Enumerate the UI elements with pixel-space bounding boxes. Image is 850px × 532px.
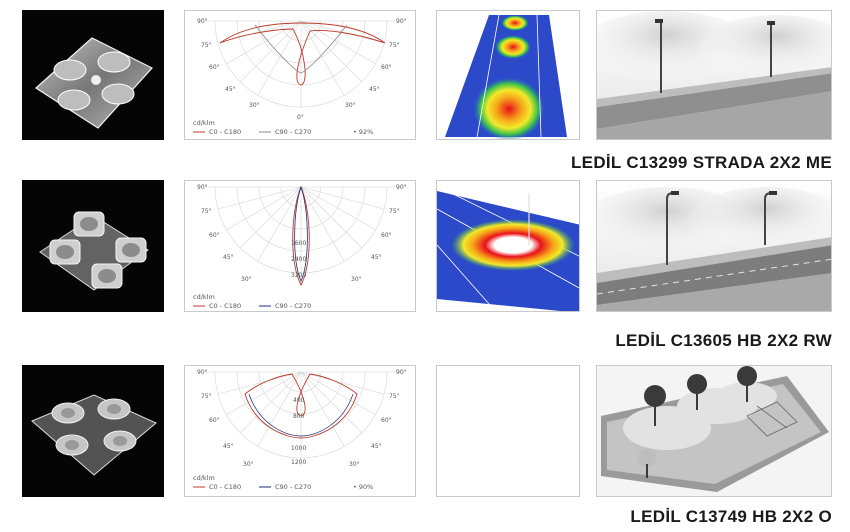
efficiency-label: • 92% <box>353 128 373 136</box>
angle-label: 45° <box>225 86 236 93</box>
lens-photo-hb-o <box>22 365 164 497</box>
light-distribution-strada <box>436 10 580 140</box>
angle-label: 60° <box>209 232 220 239</box>
angle-label: 30° <box>243 461 254 468</box>
legend-c0: C0 - C180 <box>209 128 241 136</box>
angle-label: 45° <box>371 443 382 450</box>
angle-label: 30° <box>351 276 362 283</box>
angle-label: 75° <box>389 208 400 215</box>
angle-label: 60° <box>209 64 220 71</box>
light-distribution-hb-o-empty <box>436 365 580 497</box>
angle-label: 75° <box>201 42 212 49</box>
light-distribution-hb-rw <box>436 180 580 312</box>
unit-label: cd/klm <box>193 474 215 482</box>
unit-label: cd/klm <box>193 293 215 301</box>
street-render-hb-rw <box>596 180 832 312</box>
angle-label: 90° <box>396 18 407 25</box>
angle-label: 30° <box>241 276 252 283</box>
angle-label: 60° <box>381 232 392 239</box>
angle-label: 60° <box>381 417 392 424</box>
radial-label: 800 <box>293 413 305 420</box>
street-render-strada <box>596 10 832 140</box>
radial-label: 2400 <box>291 256 306 263</box>
angle-label: 45° <box>369 86 380 93</box>
polar-diagram-strada: 90° 90° 75° 75° 60° 60° 45° 45° 30° 30° … <box>184 10 416 140</box>
product-title: LEDİL C13299 STRADA 2X2 ME <box>571 153 832 172</box>
lens-photo-hb-rw <box>22 180 164 312</box>
angle-label: 90° <box>396 369 407 376</box>
radial-label: 400 <box>293 397 305 404</box>
product-title: LEDİL C13749 HB 2X2 O <box>630 507 832 526</box>
radial-label: 1000 <box>291 445 306 452</box>
angle-label: 60° <box>209 417 220 424</box>
unit-label: cd/klm <box>193 119 215 127</box>
angle-label: 30° <box>249 102 260 109</box>
angle-label: 75° <box>201 393 212 400</box>
legend-c90: C90 - C270 <box>275 302 311 310</box>
lens-photo-strada <box>22 10 164 140</box>
angle-label: 90° <box>197 369 208 376</box>
angle-label: 90° <box>396 184 407 191</box>
angle-label: 30° <box>349 461 360 468</box>
legend-c0: C0 - C180 <box>209 483 241 491</box>
angle-label: 45° <box>371 254 382 261</box>
radial-label: 3200 <box>291 272 306 279</box>
angle-label: 30° <box>345 102 356 109</box>
angle-label: 90° <box>197 18 208 25</box>
angle-label: 45° <box>223 254 234 261</box>
angle-label: 0° <box>297 114 304 121</box>
legend-c0: C0 - C180 <box>209 302 241 310</box>
radial-label: 1200 <box>291 459 306 466</box>
polar-diagram-hb-o: 90° 90° 75° 75° 60° 60° 45° 45° 30° 30° … <box>184 365 416 497</box>
radial-label: 1600 <box>291 240 306 247</box>
angle-label: 75° <box>389 393 400 400</box>
polar-diagram-hb-rw: 90° 90° 75° 75° 60° 60° 45° 45° 30° 30° … <box>184 180 416 312</box>
angle-label: 75° <box>201 208 212 215</box>
legend-c90: C90 - C270 <box>275 483 311 491</box>
efficiency-label: • 90% <box>353 483 373 491</box>
product-title: LEDİL C13605 HB 2X2 RW <box>615 331 832 350</box>
angle-label: 60° <box>381 64 392 71</box>
legend-c90: C90 - C270 <box>275 128 311 136</box>
park-render-hb-o <box>596 365 832 497</box>
angle-label: 90° <box>197 184 208 191</box>
angle-label: 75° <box>389 42 400 49</box>
angle-label: 45° <box>223 443 234 450</box>
